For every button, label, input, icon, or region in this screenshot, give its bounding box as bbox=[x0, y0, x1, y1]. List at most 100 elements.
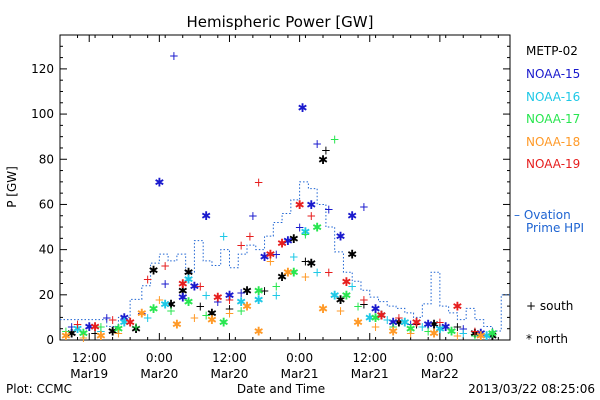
legend-hpi-line1: – Ovation bbox=[514, 208, 571, 222]
point-noaa-18-north: ✱ bbox=[318, 302, 328, 316]
point-noaa-19-south: + bbox=[394, 311, 404, 325]
point-noaa-17-south: + bbox=[201, 309, 211, 323]
hpi-step-line bbox=[60, 181, 510, 332]
point-noaa-16-south: + bbox=[347, 279, 357, 293]
legend-south: + south bbox=[526, 299, 573, 313]
point-noaa-18-north: ✱ bbox=[429, 327, 439, 341]
point-noaa-18-south: + bbox=[154, 293, 164, 307]
point-metp-02-south: + bbox=[359, 297, 369, 311]
point-noaa-19-north: ✱ bbox=[277, 236, 287, 250]
point-metp-02-north: ✱ bbox=[277, 270, 287, 284]
point-noaa-17-south: + bbox=[388, 320, 398, 334]
point-noaa-17-north: ✱ bbox=[447, 324, 457, 338]
point-metp-02-south: + bbox=[90, 327, 100, 341]
point-metp-02-north: ✱ bbox=[347, 248, 357, 262]
chart-title: Hemispheric Power [GW] bbox=[187, 13, 374, 31]
point-noaa-15-north: ✱ bbox=[283, 234, 293, 248]
x-tick-label-time: 0:00 bbox=[426, 351, 453, 365]
y-tick-label: 60 bbox=[39, 197, 54, 211]
point-metp-02-north: ✱ bbox=[178, 284, 188, 298]
point-noaa-15-south: + bbox=[169, 49, 179, 63]
point-metp-02-south: + bbox=[452, 320, 462, 334]
point-metp-02-south: + bbox=[411, 318, 421, 332]
x-tick-label-time: 12:00 bbox=[352, 351, 387, 365]
point-noaa-18-north: ✱ bbox=[207, 313, 217, 327]
point-noaa-15-south: + bbox=[271, 248, 281, 262]
point-noaa-16-north: ✱ bbox=[184, 273, 194, 287]
point-metp-02-north: ✱ bbox=[108, 324, 118, 338]
legend-north: * north bbox=[526, 332, 568, 346]
point-noaa-17-north: ✱ bbox=[371, 311, 381, 325]
plot-timestamp: 2013/03/22 08:25:06 bbox=[468, 382, 595, 396]
y-axis-label: P [GW] bbox=[5, 166, 19, 208]
x-tick-label-date: Mar20 bbox=[140, 367, 178, 381]
point-noaa-16-south: + bbox=[312, 266, 322, 280]
point-noaa-15-south: + bbox=[248, 209, 258, 223]
x-tick-label-date: Mar21 bbox=[281, 367, 319, 381]
point-noaa-17-north: ✱ bbox=[254, 284, 264, 298]
point-noaa-15-north: ✱ bbox=[189, 279, 199, 293]
point-noaa-15-south: + bbox=[406, 318, 416, 332]
point-metp-02-north: ✱ bbox=[318, 153, 328, 167]
point-metp-02-north: ✱ bbox=[184, 266, 194, 280]
point-metp-02-north: ✱ bbox=[487, 329, 497, 343]
point-metp-02-north: ✱ bbox=[131, 322, 141, 336]
point-noaa-16-south: + bbox=[96, 324, 106, 338]
point-noaa-19-south: + bbox=[254, 175, 264, 189]
x-tick-label-time: 12:00 bbox=[72, 351, 107, 365]
point-noaa-17-south: + bbox=[96, 320, 106, 334]
point-noaa-18-north: ✱ bbox=[242, 300, 252, 314]
point-noaa-19-south: + bbox=[245, 230, 255, 244]
point-metp-02-north: ✱ bbox=[376, 309, 386, 323]
point-noaa-17-south: + bbox=[61, 324, 71, 338]
point-noaa-15-north: ✱ bbox=[298, 101, 308, 115]
point-metp-02-south: + bbox=[321, 144, 331, 158]
point-noaa-18-north: ✱ bbox=[172, 318, 182, 332]
point-noaa-16-north: ✱ bbox=[236, 295, 246, 309]
point-noaa-15-south: + bbox=[102, 311, 112, 325]
point-noaa-15-north: ✱ bbox=[388, 315, 398, 329]
point-noaa-15-north: ✱ bbox=[260, 250, 270, 264]
point-noaa-15-north: ✱ bbox=[224, 288, 234, 302]
x-tick-label-date: Mar21 bbox=[351, 367, 389, 381]
y-tick-label: 40 bbox=[39, 243, 54, 257]
point-metp-02-north: ✱ bbox=[429, 318, 439, 332]
x-tick-label-date: Mar22 bbox=[421, 367, 459, 381]
point-noaa-19-south: + bbox=[435, 315, 445, 329]
point-noaa-19-north: ✱ bbox=[452, 300, 462, 314]
plot-frame bbox=[59, 34, 511, 341]
point-noaa-19-north: ✱ bbox=[411, 315, 421, 329]
x-tick-label-time: 0:00 bbox=[146, 351, 173, 365]
point-noaa-15-south: + bbox=[458, 322, 468, 336]
point-metp-02-north: ✱ bbox=[242, 284, 252, 298]
point-noaa-16-south: + bbox=[417, 320, 427, 334]
point-noaa-15-north: ✱ bbox=[154, 175, 164, 189]
point-noaa-17-south: + bbox=[470, 329, 480, 343]
legend-noaa-17: NOAA-17 bbox=[526, 112, 580, 126]
point-noaa-18-south: + bbox=[78, 331, 88, 345]
point-noaa-19-south: + bbox=[224, 293, 234, 307]
point-noaa-16-north: ✱ bbox=[482, 329, 492, 343]
point-metp-02-north: ✱ bbox=[394, 315, 404, 329]
y-tick-label: 0 bbox=[46, 333, 54, 347]
point-noaa-18-north: ✱ bbox=[137, 306, 147, 320]
point-noaa-15-south: + bbox=[137, 306, 147, 320]
point-noaa-16-north: ✱ bbox=[435, 322, 445, 336]
point-noaa-19-south: + bbox=[195, 279, 205, 293]
y-tick-label: 80 bbox=[39, 152, 54, 166]
point-noaa-16-south: + bbox=[458, 327, 468, 341]
point-noaa-19-south: + bbox=[160, 259, 170, 273]
point-noaa-17-south: + bbox=[131, 320, 141, 334]
point-noaa-15-north: ✱ bbox=[476, 327, 486, 341]
legend-hpi-line2: Prime HPI bbox=[526, 221, 584, 235]
point-noaa-18-south: + bbox=[113, 327, 123, 341]
point-noaa-18-south: + bbox=[452, 329, 462, 343]
point-noaa-16-south: + bbox=[201, 288, 211, 302]
point-noaa-15-north: ✱ bbox=[306, 198, 316, 212]
point-noaa-15-north: ✱ bbox=[201, 209, 211, 223]
point-noaa-15-north: ✱ bbox=[347, 209, 357, 223]
point-noaa-18-north: ✱ bbox=[476, 329, 486, 343]
point-metp-02-north: ✱ bbox=[289, 232, 299, 246]
point-noaa-18-south: + bbox=[406, 327, 416, 341]
